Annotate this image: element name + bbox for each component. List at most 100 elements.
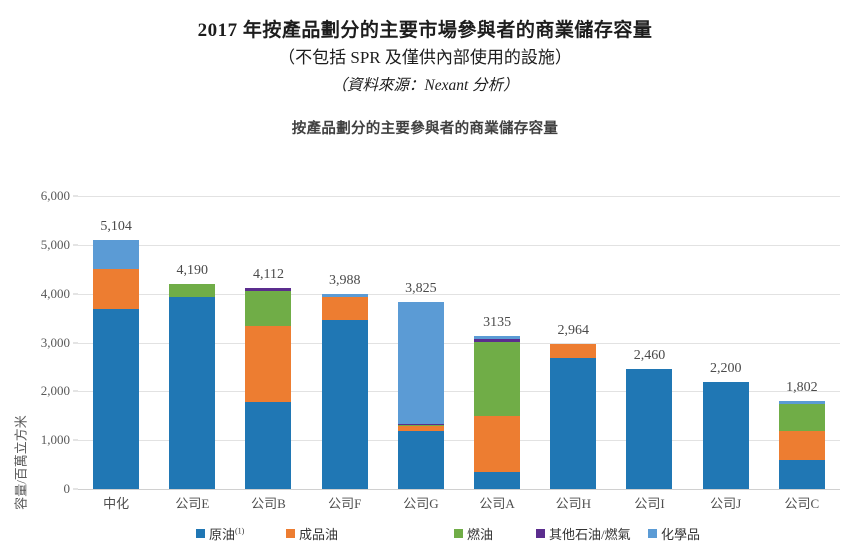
bar-segment[interactable]: [474, 339, 521, 342]
bar-stack[interactable]: [550, 344, 597, 489]
legend-swatch-icon: [648, 529, 657, 538]
y-axis-tick-mark: [73, 488, 78, 490]
legend-label: 原油(1): [209, 526, 245, 542]
bar-stack[interactable]: [321, 294, 368, 489]
bar-segment[interactable]: [550, 344, 597, 358]
x-axis-label: 公司C: [784, 496, 820, 511]
bar-slot: 3,825: [383, 196, 459, 489]
y-axis-tick-mark: [73, 244, 78, 246]
y-axis-tick-label: 1,000: [40, 432, 70, 448]
gridline: [78, 244, 840, 246]
bar-segment[interactable]: [245, 291, 292, 326]
legend-item-2[interactable]: 成品油: [286, 524, 338, 543]
legend-item-3[interactable]: 燃油: [454, 524, 493, 543]
bar-segment[interactable]: [778, 459, 825, 489]
bar-segment[interactable]: [169, 284, 216, 298]
bar-stack[interactable]: [702, 381, 749, 489]
bar-segment[interactable]: [397, 301, 444, 424]
chart-title: 按產品劃分的主要參與者的商業儲存容量: [291, 121, 559, 138]
y-axis-tick-label: 5,000: [40, 236, 70, 252]
bar-segment[interactable]: [245, 325, 292, 402]
bar-stack[interactable]: [778, 401, 825, 489]
page-subtitle: （不包括 SPR 及僅供內部使用的設施）: [278, 48, 572, 68]
bar-segment[interactable]: [702, 381, 749, 489]
bar-segment[interactable]: [778, 404, 825, 432]
bar-slot: 3,988: [307, 196, 383, 489]
plot-area: 0 1,000 2,000 3,000 4,000 5,000 6,000 5,104 4,1…: [41, 188, 840, 496]
y-axis-tick-mark: [73, 195, 78, 197]
x-axis-label: 公司G: [403, 496, 439, 511]
gridline: [78, 342, 840, 344]
bar-value-label: 5,104: [100, 218, 132, 234]
x-axis-label: 公司J: [710, 496, 742, 511]
y-axis-tick-label: 6,000: [40, 188, 70, 203]
gridline: [78, 489, 840, 490]
page-source-note: （資料來源：Nexant 分析）: [331, 76, 519, 94]
bar-segment[interactable]: [397, 431, 444, 489]
bar-segment[interactable]: [474, 341, 521, 416]
bar-slot: 2,200: [688, 196, 764, 489]
gridline: [78, 391, 840, 393]
bar-slot: 4,112: [230, 196, 306, 489]
bar-segment[interactable]: [474, 472, 521, 489]
bar-segment[interactable]: [321, 319, 368, 489]
y-axis-tick-mark: [73, 293, 78, 295]
bar-stack[interactable]: [169, 284, 216, 489]
bar-segment[interactable]: [321, 297, 368, 320]
x-axis-label: 公司E: [175, 496, 210, 511]
x-axis-labels: 中化 公司E 公司B 公司F 公司G 公司A 公司H 公司I 公司J 公司C: [78, 491, 840, 515]
x-axis-label: 中化: [103, 496, 130, 511]
bar-segment[interactable]: [778, 401, 825, 405]
bar-segment[interactable]: [474, 335, 521, 340]
bar-segment[interactable]: [245, 288, 292, 292]
legend-label: 其他石油/燃氣: [549, 527, 631, 542]
chart-legend: 原油(1) 成品油 燃油 其他石油/燃氣 化學品: [0, 524, 850, 550]
legend-item-1[interactable]: 原油(1): [196, 524, 244, 543]
legend-label: 成品油: [299, 527, 339, 542]
bar-segment[interactable]: [474, 415, 521, 473]
legend-label: 燃油: [467, 527, 494, 542]
bar-slot: 2,964: [535, 196, 611, 489]
x-axis-label: 公司F: [328, 496, 362, 511]
bar-stack[interactable]: [626, 368, 673, 489]
bar-segment[interactable]: [778, 431, 825, 460]
bar-segment[interactable]: [550, 357, 597, 489]
legend-label: 化學品: [661, 527, 701, 542]
bar-segment[interactable]: [93, 239, 140, 270]
bar-segment[interactable]: [245, 401, 292, 489]
y-axis-tick-mark: [73, 342, 78, 343]
bar-value-label: 2,460: [633, 347, 666, 363]
bar-stack[interactable]: [397, 301, 444, 489]
bar-value-label: 2,964: [557, 323, 590, 339]
bar-segment[interactable]: [397, 423, 444, 425]
bar-slot: 1,802: [764, 196, 840, 489]
y-axis-tick-label: 2,000: [40, 383, 70, 399]
bar-value-label: 4,190: [176, 263, 209, 279]
bar-slot: 3135: [459, 196, 535, 489]
legend-swatch-icon: [536, 529, 545, 538]
bar-slot: 4,190: [154, 196, 230, 489]
legend-item-5[interactable]: 化學品: [648, 524, 700, 543]
legend-swatch-icon: [196, 529, 205, 538]
bar-segment[interactable]: [321, 294, 368, 298]
page-title-block: 2017 年按產品劃分的主要市場參與者的商業儲存容量 （不包括 SPR 及僅供內…: [0, 0, 850, 97]
bar-stack[interactable]: [245, 288, 292, 489]
bar-segment[interactable]: [93, 269, 140, 309]
legend-item-4[interactable]: 其他石油/燃氣: [536, 524, 631, 543]
x-axis-label: 公司B: [251, 496, 286, 511]
bar-segment[interactable]: [397, 426, 444, 432]
y-axis-tick-mark: [73, 390, 78, 392]
bar-stack[interactable]: [93, 239, 140, 489]
x-axis-label: 公司A: [479, 496, 515, 511]
bar-segment[interactable]: [626, 368, 673, 489]
y-axis-tick-label: 4,000: [40, 285, 70, 301]
bar-segment[interactable]: [397, 424, 444, 427]
bars-group: 5,104 4,190 4,112 3,988 3,825 3135 2,964 2,460 2…: [78, 196, 840, 489]
bar-value-label: 1,802: [786, 380, 818, 396]
bar-segment[interactable]: [93, 308, 140, 489]
bar-stack[interactable]: [474, 335, 521, 489]
y-axis-tick-label: 3,000: [40, 334, 70, 350]
bar-value-label: 3,988: [328, 273, 361, 289]
bar-segment[interactable]: [169, 297, 216, 489]
bar-value-label: 2,200: [709, 360, 742, 376]
